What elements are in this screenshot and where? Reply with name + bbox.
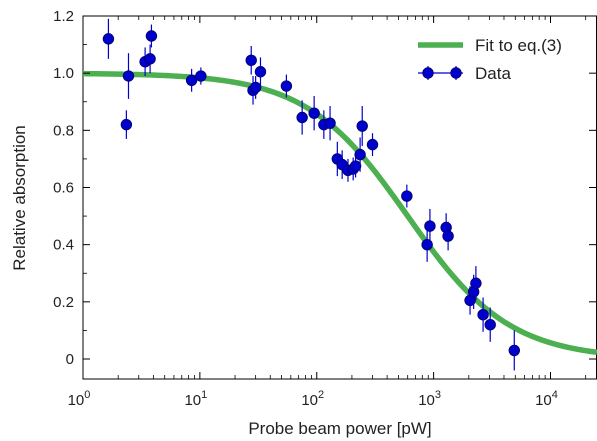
y-tick-label: 0.2 [53,294,74,311]
y-tick-label: 1.0 [53,65,74,82]
x-tick-label: 101 [184,389,207,409]
y-tick-label: 0 [66,351,74,368]
data-point [249,81,262,94]
data-point [145,30,158,42]
data-point [245,54,257,67]
x-tick-label: 104 [535,389,558,409]
x-tick-exponent: 2 [318,389,324,401]
y-tick-label: 0.6 [53,179,74,196]
legend-data-marker [422,67,434,79]
x-tick-base: 10 [184,392,201,409]
y-tick-label: 1.2 [53,8,74,25]
data-point [354,148,366,161]
data-point [470,277,482,289]
data-point [324,117,336,129]
data-point [122,70,135,82]
data-point [424,220,436,232]
x-tick-label: 103 [418,389,441,409]
data-point [280,80,293,92]
x-tick-exponent: 0 [84,389,90,401]
data-point [477,308,489,321]
data-point [102,33,115,45]
data-point [349,160,362,172]
y-tick-label: 0.8 [53,122,74,139]
data-point [366,138,379,151]
data-point [401,190,413,202]
data-point [508,344,520,357]
fit-curve [82,70,597,356]
x-tick-label: 102 [301,389,324,409]
data-point [144,53,156,65]
data-point [195,70,207,82]
x-tick-exponent: 3 [435,389,441,401]
data-point [308,107,320,119]
x-tick-label: 100 [68,389,91,409]
data-point [296,111,308,124]
x-tick-exponent: 1 [201,389,207,401]
y-tick-label: 0.4 [53,237,74,254]
data-point [254,66,267,78]
data-point [356,120,368,132]
plot-frame [82,15,597,380]
legend-data-marker [450,67,462,79]
data-point [421,238,433,251]
x-tick-base: 10 [535,392,552,409]
y-axis-title: Relative absorption [10,125,29,271]
x-tick-base: 10 [68,392,85,409]
x-tick-exponent: 4 [552,389,558,401]
x-tick-base: 10 [301,392,318,409]
x-tick-base: 10 [418,392,435,409]
data-point [185,74,198,87]
x-axis-title: Probe beam power [pW] [248,419,431,438]
data-point [442,230,454,242]
data-point [120,118,133,131]
legend-label: Data [475,64,511,83]
data-point [484,318,496,331]
legend-label: Fit to eq.(3) [475,36,562,55]
